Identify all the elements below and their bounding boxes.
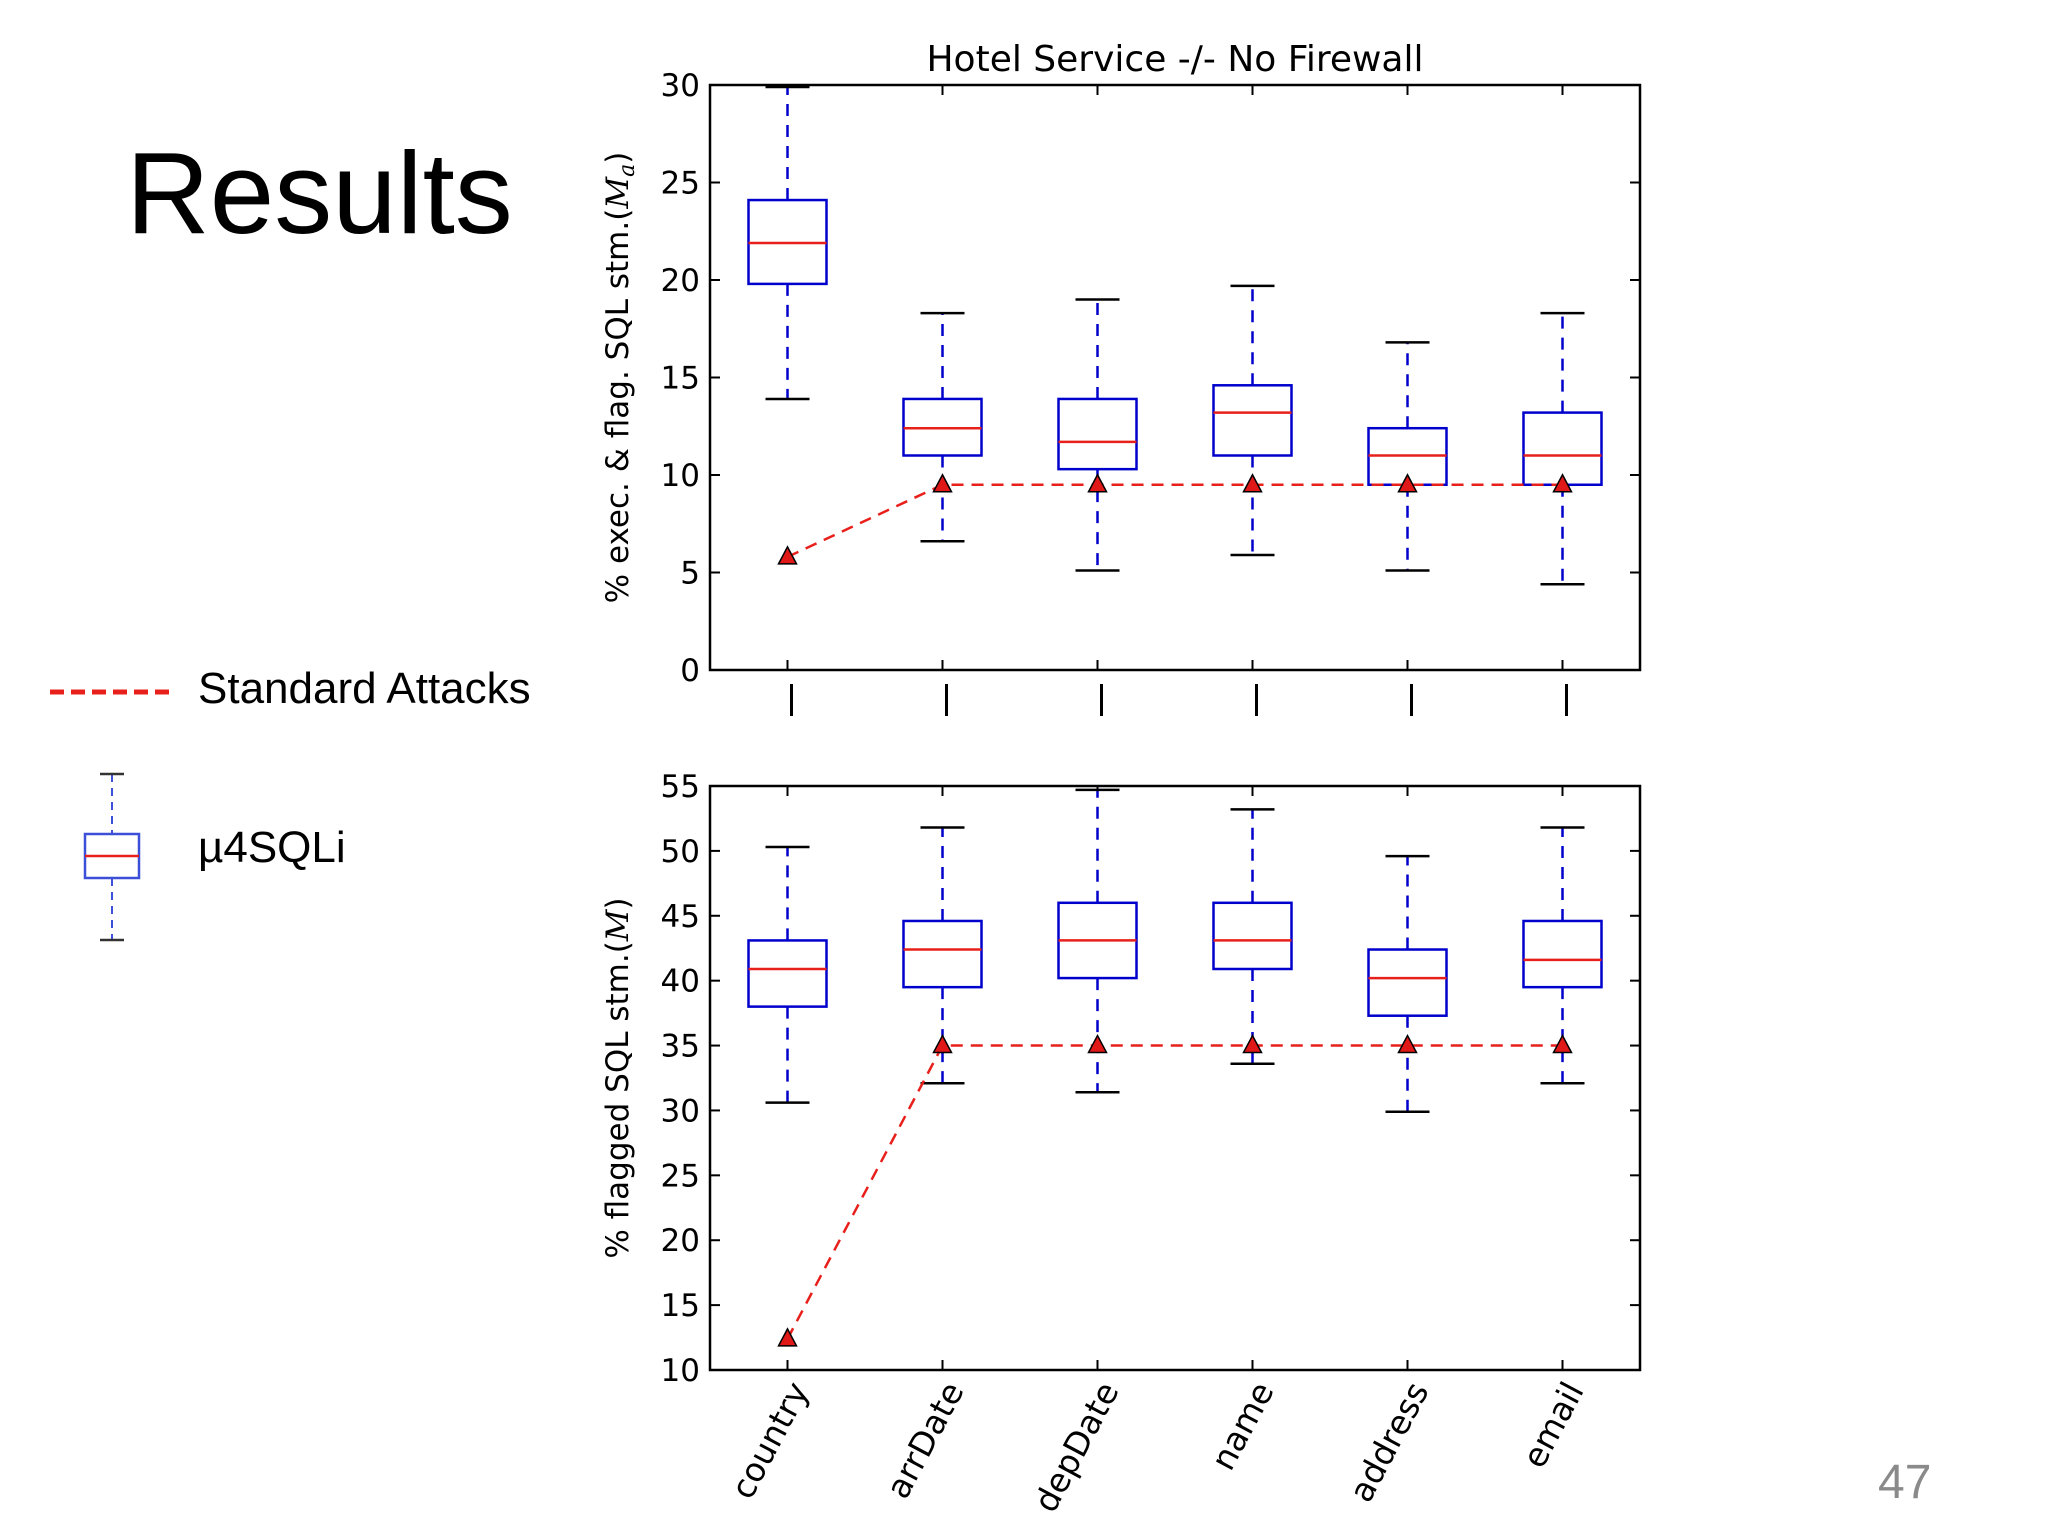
y-tick-label: 30 xyxy=(661,1093,700,1129)
standard-attacks-marker xyxy=(777,1327,798,1347)
iqr-box xyxy=(1212,901,1293,971)
box-address xyxy=(1367,854,1448,1113)
y-tick-label: 10 xyxy=(661,458,700,494)
y-tick-label: 15 xyxy=(661,1288,700,1324)
y-tick-label: 55 xyxy=(661,769,700,805)
box-depDate xyxy=(1057,298,1138,572)
legend-standard-attacks-label: Standard Attacks xyxy=(198,664,531,713)
y-tick-label: 20 xyxy=(661,263,700,299)
x-category-label: country xyxy=(723,1375,817,1505)
x-category-label: name xyxy=(1203,1375,1281,1476)
standard-attacks-line xyxy=(786,1044,1563,1340)
x-category-label: depDate xyxy=(1026,1375,1127,1518)
box-name xyxy=(1212,808,1293,1065)
box-country xyxy=(747,845,828,1104)
standard-attacks-marker xyxy=(932,1033,953,1054)
y-tick-label: 0 xyxy=(680,653,700,689)
x-category-label: arrDate xyxy=(878,1375,971,1504)
y-tick-label: 20 xyxy=(661,1223,700,1259)
legend-mu4sqli-label: µ4SQLi xyxy=(198,823,346,872)
iqr-box xyxy=(1367,948,1448,1017)
iqr-box xyxy=(1522,919,1603,989)
chart-bottom: 10 15 20 25 30 35 40 45 50 55 country arrDate depDat… xyxy=(600,769,1642,1518)
y-tick-label: 45 xyxy=(661,899,700,935)
standard-attacks-marker xyxy=(1552,473,1573,493)
x-category-label: email xyxy=(1514,1375,1591,1474)
standard-attacks-marker xyxy=(1397,473,1418,493)
standard-attacks-marker xyxy=(1552,1033,1573,1054)
standard-attacks-marker xyxy=(1242,1033,1263,1054)
standard-attacks-marker xyxy=(1087,1033,1108,1054)
standard-attacks-marker xyxy=(777,545,798,565)
chart-title: Hotel Service -/- No Firewall xyxy=(926,39,1423,80)
y-tick-label: 5 xyxy=(680,556,700,592)
y-tick-label: 30 xyxy=(661,68,700,104)
box-email xyxy=(1522,311,1603,586)
page-number: 47 xyxy=(1878,1456,1932,1509)
chart-top: 0 5 10 15 20 25 30 Hotel Service -/- No Firewal… xyxy=(600,39,1642,716)
iqr-box xyxy=(1057,397,1138,471)
y-tick-label: 15 xyxy=(661,361,700,397)
standard-attacks-marker xyxy=(1242,473,1263,493)
y-tick-label: 35 xyxy=(661,1029,700,1065)
standard-attacks-line xyxy=(786,483,1563,559)
box-country xyxy=(747,85,828,401)
y-tick-label: 25 xyxy=(661,166,700,202)
box-depDate xyxy=(1057,788,1138,1094)
y-tick-label: 40 xyxy=(661,964,700,1000)
standard-attacks-marker xyxy=(932,473,953,493)
y-axis-label: % exec. & flag. SQL stm.(Ma) xyxy=(600,152,640,604)
y-tick-label: 50 xyxy=(661,834,700,870)
standard-attacks-marker xyxy=(1397,1033,1418,1054)
box-name xyxy=(1212,284,1293,557)
iqr-box xyxy=(1212,384,1293,457)
box-address xyxy=(1367,341,1448,572)
iqr-box xyxy=(747,939,828,1008)
iqr-box xyxy=(902,919,983,989)
y-tick-label: 25 xyxy=(661,1158,700,1194)
box-arrDate xyxy=(902,311,983,543)
plot-frame xyxy=(708,784,1642,1372)
y-tick-label: 10 xyxy=(661,1353,700,1389)
slide-title: Results xyxy=(126,128,513,258)
y-axis-label: % flagged SQL stm.(M) xyxy=(600,897,636,1258)
plot-frame xyxy=(708,83,1642,672)
x-category-label: address xyxy=(1341,1375,1436,1508)
legend-mu4sqli-swatch xyxy=(83,772,141,942)
standard-attacks-marker xyxy=(1087,473,1108,493)
